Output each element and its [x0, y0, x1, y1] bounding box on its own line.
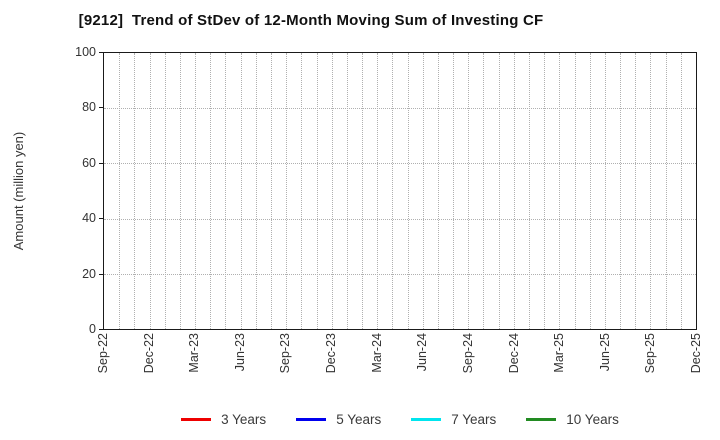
- gridline-vertical: [513, 53, 515, 329]
- x-tick-label: Dec-23: [324, 333, 339, 374]
- legend-item-10-years: 10 Years: [526, 412, 619, 427]
- gridline-vertical: [225, 53, 227, 329]
- gridline-vertical: [195, 53, 197, 329]
- x-tick-label: Dec-25: [689, 333, 703, 374]
- y-tick-label: 60: [82, 155, 96, 170]
- x-tick-label: Sep-25: [643, 333, 658, 374]
- gridline-vertical: [134, 53, 136, 329]
- gridline-vertical: [179, 53, 181, 329]
- legend-line-swatch: [526, 417, 557, 421]
- x-tick-label: Mar-24: [369, 333, 384, 373]
- gridline-vertical: [331, 53, 333, 329]
- legend: 3 Years 5 Years 7 Years 10 Years: [103, 406, 697, 432]
- y-tick-label: 20: [82, 266, 96, 281]
- gridline-vertical: [149, 53, 151, 329]
- gridline-vertical: [286, 53, 288, 329]
- gridline-vertical: [635, 53, 637, 329]
- legend-label: 7 Years: [451, 411, 497, 427]
- x-tick-label: Sep-23: [278, 333, 293, 374]
- legend-line-swatch: [411, 417, 442, 421]
- gridline-horizontal: [104, 108, 696, 110]
- gridline-vertical: [316, 53, 318, 329]
- gridline-vertical: [407, 53, 409, 329]
- gridline-vertical: [437, 53, 439, 329]
- x-tick-label: Mar-25: [552, 333, 567, 373]
- legend-line-swatch: [181, 417, 212, 421]
- x-tick-label: Sep-22: [96, 333, 110, 374]
- gridline-vertical: [453, 53, 455, 329]
- y-axis-label: Amount (million yen): [11, 131, 26, 251]
- gridline-vertical: [301, 53, 303, 329]
- gridline-vertical: [604, 53, 606, 329]
- gridline-vertical: [346, 53, 348, 329]
- legend-line-swatch: [296, 417, 327, 421]
- gridline-vertical: [210, 53, 212, 329]
- gridline-horizontal: [104, 218, 696, 220]
- y-tick-mark: [99, 329, 103, 330]
- gridline-vertical: [362, 53, 364, 329]
- x-tick-label: Sep-24: [460, 333, 475, 374]
- gridline-horizontal: [104, 163, 696, 165]
- gridline-horizontal: [104, 273, 696, 275]
- gridline-vertical: [119, 53, 121, 329]
- x-tick-label: Mar-23: [187, 333, 202, 373]
- y-tick-mark: [99, 52, 103, 53]
- x-tick-label: Jun-23: [232, 333, 247, 372]
- gridline-vertical: [468, 53, 470, 329]
- gridline-vertical: [377, 53, 379, 329]
- y-tick-label: 80: [82, 100, 96, 115]
- gridline-vertical: [544, 53, 546, 329]
- plot-area: [103, 52, 697, 330]
- y-tick-mark: [99, 273, 103, 275]
- chart-title: [9212] Trend of StDev of 12-Month Moving…: [78, 12, 544, 29]
- gridline-vertical: [483, 53, 485, 329]
- legend-item-7-years: 7 Years: [411, 412, 496, 427]
- gridline-vertical: [164, 53, 166, 329]
- y-tick-label: 40: [82, 211, 96, 226]
- gridline-vertical: [559, 53, 561, 329]
- gridline-vertical: [574, 53, 576, 329]
- x-tick-label: Jun-25: [597, 333, 612, 372]
- y-tick-mark: [99, 107, 103, 109]
- gridline-vertical: [680, 53, 682, 329]
- gridline-vertical: [422, 53, 424, 329]
- x-tick-label: Dec-24: [506, 333, 521, 374]
- x-tick-label: Dec-22: [141, 333, 156, 374]
- y-tick-mark: [99, 218, 103, 220]
- legend-label: 10 Years: [566, 411, 619, 427]
- y-tick-mark: [99, 162, 103, 164]
- legend-label: 5 Years: [336, 411, 382, 427]
- gridline-vertical: [620, 53, 622, 329]
- gridline-vertical: [255, 53, 257, 329]
- y-tick-label: 100: [75, 45, 96, 59]
- gridline-vertical: [498, 53, 500, 329]
- x-tick-label: Jun-24: [415, 333, 430, 372]
- gridline-vertical: [270, 53, 272, 329]
- gridline-vertical: [665, 53, 667, 329]
- y-tick-label: 0: [89, 322, 96, 336]
- gridline-vertical: [589, 53, 591, 329]
- gridline-vertical: [650, 53, 652, 329]
- legend-item-5-years: 5 Years: [296, 412, 381, 427]
- legend-item-3-years: 3 Years: [181, 412, 266, 427]
- legend-label: 3 Years: [221, 411, 267, 427]
- gridline-vertical: [240, 53, 242, 329]
- gridline-vertical: [392, 53, 394, 329]
- gridline-vertical: [529, 53, 531, 329]
